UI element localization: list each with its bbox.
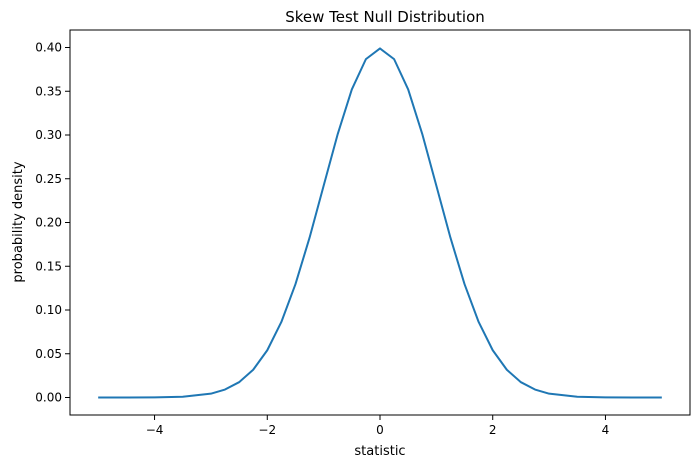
x-tick-label: −2 [258,423,276,437]
y-tick-label: 0.15 [35,259,62,273]
x-axis-label: statistic [354,444,405,459]
x-tick-label: 0 [376,423,384,437]
y-tick-label: 0.20 [35,216,62,230]
y-tick-label: 0.25 [35,172,62,186]
x-axis-ticks: −4 −2 0 2 4 [146,415,610,437]
density-curve [98,47,662,399]
y-axis-label: probability density [11,161,26,282]
y-tick-label: 0.10 [35,303,62,317]
x-tick-label: 4 [602,423,610,437]
y-tick-label: 0.30 [35,128,62,142]
x-tick-label: −4 [146,423,164,437]
chart-title: Skew Test Null Distribution [285,8,485,26]
y-axis-ticks: 0.00 0.05 0.10 0.15 0.20 0.25 0.30 0.35 0.40 [35,41,70,405]
plot-frame [69,29,691,416]
y-tick-label: 0.05 [35,347,62,361]
y-tick-label: 0.00 [35,391,62,405]
plot-area [98,47,662,399]
y-tick-label: 0.35 [35,84,62,98]
y-tick-label: 0.40 [35,41,62,55]
x-tick-label: 2 [489,423,497,437]
